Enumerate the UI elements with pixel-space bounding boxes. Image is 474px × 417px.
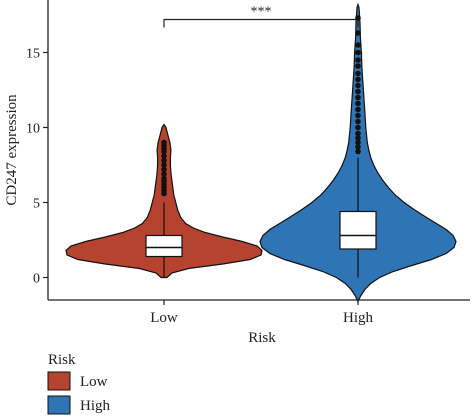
- y-tick-label: 0: [33, 272, 40, 287]
- box: [145, 234, 183, 258]
- outlier-point: [355, 130, 361, 137]
- legend-label-low: Low: [80, 374, 108, 390]
- significance-annotation: ***: [163, 5, 359, 28]
- violin-shape: [65, 123, 263, 279]
- outlier-point: [161, 157, 167, 164]
- outlier-point: [161, 171, 167, 177]
- outlier-point: [355, 42, 361, 48]
- outlier-point: [355, 88, 361, 95]
- outlier-point: [355, 57, 361, 63]
- outlier-point: [355, 124, 361, 131]
- x-axis-ticks: Low High: [150, 300, 374, 326]
- y-axis-label: CD247 expression: [4, 94, 20, 206]
- y-tick-label: 5: [33, 197, 40, 212]
- outlier-point: [355, 144, 361, 150]
- outlier-point: [355, 76, 361, 83]
- y-axis-ticks: 0 5 10 15: [26, 47, 48, 287]
- outlier-point: [161, 175, 167, 182]
- outlier-point: [161, 166, 167, 173]
- significance-bracket: [163, 18, 359, 28]
- outlier-point: [355, 139, 361, 146]
- outlier-point: [355, 135, 361, 141]
- legend: Risk Low High: [47, 352, 111, 415]
- outlier-point: [355, 148, 361, 155]
- y-tick-label: 10: [26, 122, 40, 137]
- x-axis-label: Risk: [248, 330, 276, 346]
- violin-group-low: [65, 123, 263, 279]
- violin-group-high: [259, 2, 457, 303]
- outlier-point: [355, 49, 361, 56]
- y-tick-label: 15: [26, 47, 40, 62]
- box: [339, 210, 377, 250]
- outlier-point: [355, 118, 361, 125]
- outlier-point: [355, 70, 361, 77]
- outlier-point: [161, 153, 167, 159]
- outlier-point: [161, 162, 167, 168]
- outlier-point: [355, 30, 361, 36]
- legend-swatch-high: [47, 395, 71, 415]
- legend-label-high: High: [80, 398, 111, 414]
- outlier-point: [161, 139, 167, 146]
- legend-entries: Low High: [47, 371, 111, 415]
- outlier-point: [355, 63, 361, 69]
- outlier-point: [355, 82, 361, 89]
- legend-title: Risk: [48, 352, 76, 368]
- x-tick-label: High: [343, 310, 374, 326]
- significance-label: ***: [251, 5, 272, 20]
- legend-swatch-low: [47, 371, 71, 391]
- x-tick-label: Low: [150, 310, 178, 326]
- outlier-point: [355, 100, 361, 107]
- outlier-point: [355, 94, 361, 101]
- outlier-point: [355, 106, 361, 113]
- violins: [65, 2, 457, 303]
- outlier-point: [355, 112, 361, 119]
